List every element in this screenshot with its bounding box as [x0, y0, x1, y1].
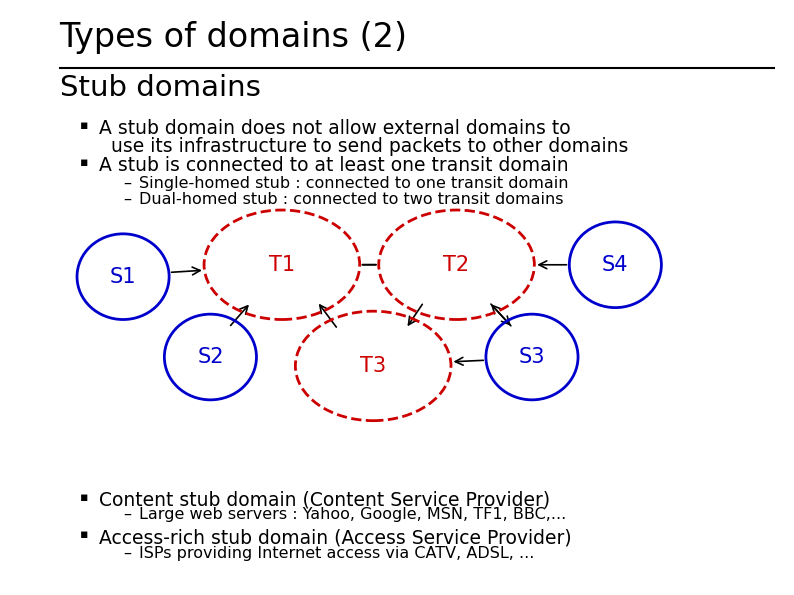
Text: Content stub domain (Content Service Provider): Content stub domain (Content Service Pro… [99, 491, 550, 510]
Text: ▪: ▪ [79, 156, 88, 169]
Text: Types of domains (2): Types of domains (2) [60, 21, 407, 54]
Text: Stub domains: Stub domains [60, 74, 260, 102]
Text: ▪: ▪ [79, 528, 88, 541]
Text: Single-homed stub : connected to one transit domain: Single-homed stub : connected to one tra… [139, 176, 569, 190]
Text: –: – [123, 192, 131, 206]
Text: Large web servers : Yahoo, Google, MSN, TF1, BBC,...: Large web servers : Yahoo, Google, MSN, … [139, 507, 566, 522]
Text: T3: T3 [360, 356, 386, 376]
Text: ▪: ▪ [79, 119, 88, 132]
Text: –: – [123, 176, 131, 190]
Text: S1: S1 [110, 267, 137, 287]
Text: ▪: ▪ [79, 491, 88, 504]
Text: –: – [123, 507, 131, 522]
Text: T2: T2 [444, 255, 469, 275]
Text: S4: S4 [602, 255, 629, 275]
Text: T1: T1 [269, 255, 295, 275]
Text: S2: S2 [197, 347, 224, 367]
Text: Dual-homed stub : connected to two transit domains: Dual-homed stub : connected to two trans… [139, 192, 564, 206]
Text: A stub domain does not allow external domains to: A stub domain does not allow external do… [99, 119, 571, 138]
Text: ISPs providing Internet access via CATV, ADSL, ...: ISPs providing Internet access via CATV,… [139, 546, 534, 560]
Text: use its infrastructure to send packets to other domains: use its infrastructure to send packets t… [111, 137, 629, 156]
Text: S3: S3 [518, 347, 545, 367]
Text: Access-rich stub domain (Access Service Provider): Access-rich stub domain (Access Service … [99, 528, 572, 547]
Text: –: – [123, 546, 131, 560]
Text: A stub is connected to at least one transit domain: A stub is connected to at least one tran… [99, 156, 569, 175]
